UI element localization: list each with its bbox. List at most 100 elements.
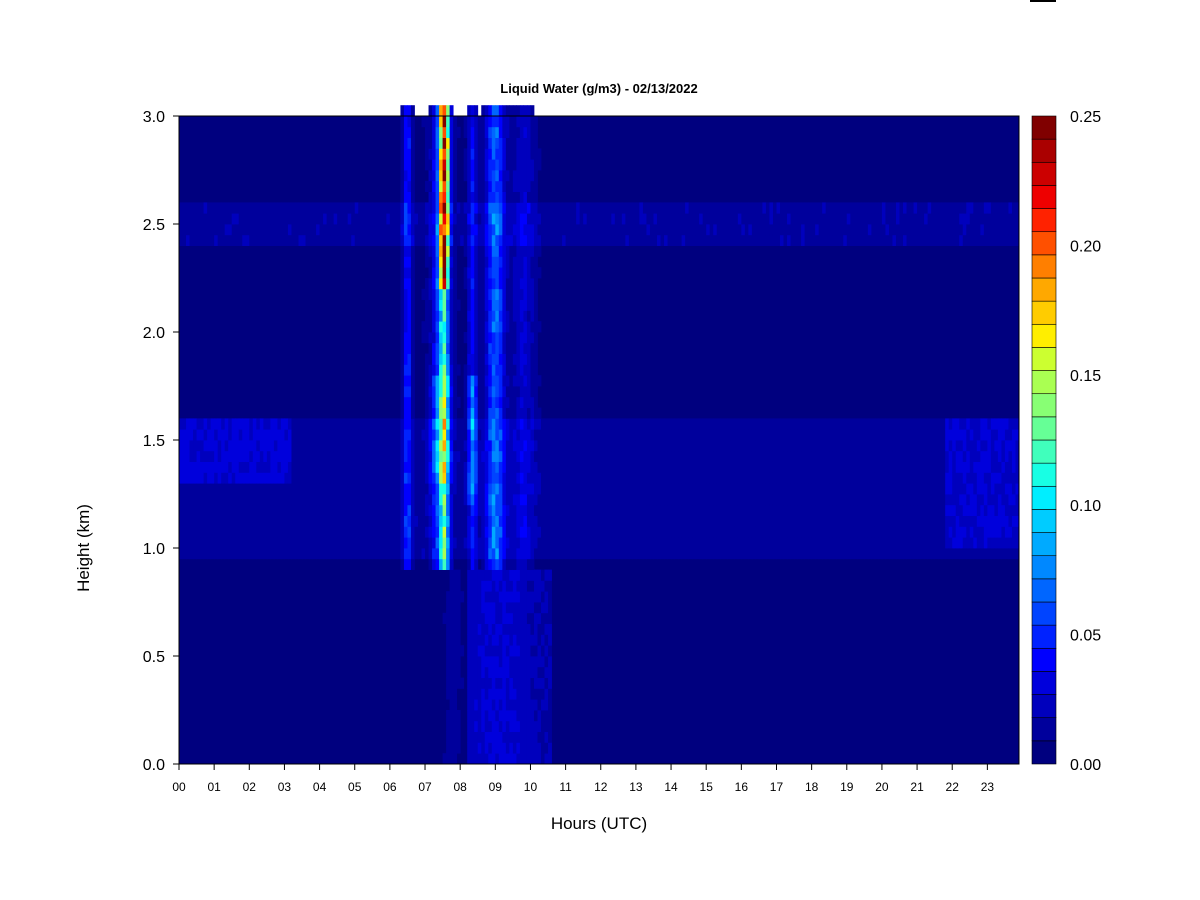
heatmap-cell: [245, 450, 250, 462]
heatmap-cell: [467, 396, 472, 408]
heatmap-cell: [435, 321, 440, 333]
heatmap-cell: [344, 515, 349, 527]
heatmap-cell: [832, 548, 837, 560]
heatmap-cell: [210, 472, 215, 484]
heatmap-cell: [312, 515, 317, 527]
heatmap-cell: [207, 548, 212, 560]
heatmap-cell: [758, 461, 763, 473]
heatmap-cell: [530, 245, 535, 257]
heatmap-cell: [421, 472, 426, 484]
heatmap-cell: [396, 483, 401, 495]
heatmap-cell: [203, 202, 208, 214]
heatmap-cell: [783, 526, 788, 538]
heatmap-cell: [741, 224, 746, 236]
heatmap-cell: [470, 699, 475, 711]
heatmap-cell: [400, 116, 405, 128]
heatmap-cell: [597, 213, 602, 225]
heatmap-cell: [228, 515, 233, 527]
heatmap-cell: [878, 537, 883, 549]
heatmap-cell: [628, 526, 633, 538]
heatmap-cell: [425, 364, 429, 376]
heatmap-cell: [323, 548, 328, 560]
heatmap-cell: [541, 472, 545, 484]
heatmap-cell: [453, 256, 458, 268]
heatmap-cell: [678, 494, 682, 506]
heatmap-cell: [530, 645, 535, 657]
heatmap-cell: [435, 116, 440, 128]
heatmap-cell: [463, 234, 468, 246]
heatmap-cell: [713, 472, 718, 484]
heatmap-cell: [600, 450, 605, 462]
heatmap-cell: [291, 537, 296, 549]
heatmap-cell: [572, 483, 577, 495]
heatmap-cell: [375, 450, 380, 462]
heatmap-cell: [579, 483, 584, 495]
heatmap-cell: [203, 515, 208, 527]
heatmap-cell: [435, 386, 440, 398]
heatmap-cell: [372, 440, 377, 452]
heatmap-cell: [727, 202, 732, 214]
heatmap-cell: [446, 720, 451, 732]
heatmap-cell: [425, 137, 429, 149]
heatmap-cell: [502, 569, 507, 581]
heatmap-cell: [210, 224, 215, 236]
heatmap-cell: [509, 429, 514, 441]
heatmap-cell: [667, 483, 672, 495]
heatmap-cell: [453, 483, 458, 495]
heatmap-cell: [530, 558, 535, 570]
heatmap-cell: [470, 386, 475, 398]
heatmap-cell: [741, 526, 746, 538]
heatmap-cell: [425, 234, 429, 246]
heatmap-cell: [498, 580, 503, 592]
heatmap-cell: [860, 483, 865, 495]
heatmap-cell: [853, 504, 858, 516]
heatmap-cell: [787, 213, 791, 225]
heatmap-cell: [878, 548, 883, 560]
heatmap-cell: [751, 515, 756, 527]
heatmap-cell: [361, 483, 366, 495]
heatmap-cell: [428, 332, 433, 344]
heatmap-cell: [702, 472, 707, 484]
heatmap-cell: [354, 418, 359, 430]
heatmap-cell: [678, 548, 682, 560]
heatmap-cell: [432, 126, 436, 138]
heatmap-cell: [769, 483, 774, 495]
heatmap-cell: [481, 450, 486, 462]
heatmap-cell: [765, 548, 770, 560]
heatmap-cell: [491, 288, 496, 300]
heatmap-cell: [428, 483, 433, 495]
heatmap-cell: [214, 472, 219, 484]
heatmap-cell: [263, 213, 268, 225]
heatmap-cell: [523, 234, 528, 246]
heatmap-cell: [432, 483, 436, 495]
heatmap-cell: [762, 472, 767, 484]
heatmap-cell: [432, 213, 436, 225]
heatmap-cell: [881, 526, 886, 538]
heatmap-cell: [692, 472, 697, 484]
heatmap-cell: [878, 418, 883, 430]
heatmap-cell: [396, 537, 401, 549]
heatmap-cell: [695, 483, 700, 495]
heatmap-cell: [699, 526, 704, 538]
heatmap-cell: [284, 504, 289, 516]
heatmap-cell: [758, 224, 763, 236]
heatmap-cell: [488, 224, 493, 236]
heatmap-cell: [280, 483, 285, 495]
heatmap-cell: [309, 440, 313, 452]
heatmap-cell: [203, 461, 208, 473]
heatmap-cell: [214, 429, 219, 441]
heatmap-cell: [302, 213, 306, 225]
heatmap-cell: [600, 548, 605, 560]
heatmap-cell: [425, 483, 429, 495]
heatmap-cell: [316, 234, 320, 246]
heatmap-cell: [692, 418, 697, 430]
heatmap-cell: [569, 504, 574, 516]
heatmap-cell: [885, 202, 890, 214]
heatmap-cell: [484, 440, 489, 452]
heatmap-cell: [446, 224, 451, 236]
heatmap-cell: [604, 483, 609, 495]
heatmap-cell: [319, 483, 324, 495]
heatmap-cell: [368, 202, 373, 214]
heatmap-cell: [917, 494, 921, 506]
heatmap-cell: [418, 440, 422, 452]
